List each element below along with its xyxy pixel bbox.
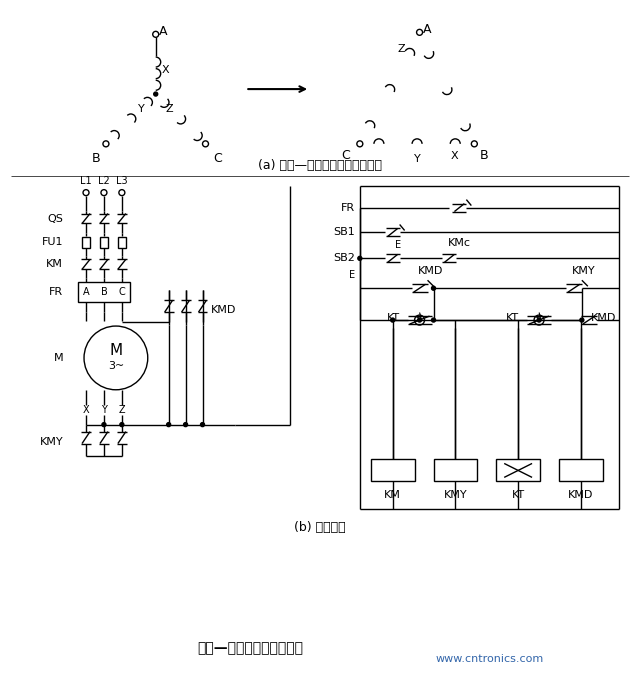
- Text: 3~: 3~: [108, 361, 124, 371]
- Text: Y: Y: [413, 154, 420, 164]
- Text: Z: Z: [166, 104, 173, 114]
- Text: (b) 控制线路: (b) 控制线路: [294, 520, 346, 534]
- Text: X: X: [451, 151, 458, 161]
- Text: FR: FR: [340, 202, 355, 213]
- Text: KT: KT: [506, 313, 519, 323]
- Circle shape: [431, 318, 435, 322]
- Text: KMY: KMY: [40, 437, 63, 447]
- Text: L2: L2: [98, 176, 110, 186]
- Circle shape: [417, 318, 422, 322]
- Bar: [100, 237, 108, 248]
- Text: KMD: KMD: [211, 305, 236, 315]
- Bar: [82, 237, 90, 248]
- Bar: [433, 460, 477, 481]
- Text: L3: L3: [116, 176, 127, 186]
- Text: E: E: [395, 240, 401, 250]
- Circle shape: [200, 423, 205, 427]
- Circle shape: [166, 423, 171, 427]
- Circle shape: [184, 423, 188, 427]
- Text: X: X: [162, 65, 170, 75]
- Text: KMY: KMY: [444, 490, 467, 500]
- Text: M: M: [54, 353, 63, 363]
- Text: B: B: [100, 287, 108, 297]
- Text: M: M: [109, 344, 122, 358]
- Text: A: A: [159, 25, 167, 38]
- Text: Y: Y: [138, 104, 145, 114]
- Text: KMD: KMD: [591, 313, 616, 323]
- Bar: [559, 460, 603, 481]
- Text: KM: KM: [384, 490, 401, 500]
- Text: Z: Z: [118, 405, 125, 414]
- Text: FR: FR: [49, 287, 63, 297]
- Text: E: E: [349, 270, 355, 280]
- Text: Z: Z: [398, 45, 406, 54]
- Text: (a) 星形—三角形转换绕组连接图: (a) 星形—三角形转换绕组连接图: [258, 159, 382, 172]
- Text: 星形—三角形启动控制线路: 星形—三角形启动控制线路: [197, 642, 303, 655]
- Text: KMc: KMc: [447, 238, 470, 248]
- Text: SB2: SB2: [333, 253, 355, 263]
- Circle shape: [431, 286, 435, 290]
- Text: C: C: [341, 148, 350, 162]
- Text: X: X: [83, 405, 90, 414]
- Circle shape: [580, 318, 584, 322]
- Bar: [496, 460, 540, 481]
- Text: C: C: [214, 152, 222, 165]
- Text: C: C: [118, 287, 125, 297]
- Circle shape: [102, 423, 106, 427]
- Text: QS: QS: [47, 213, 63, 223]
- Text: B: B: [479, 148, 488, 162]
- Text: KT: KT: [387, 313, 399, 323]
- Circle shape: [120, 423, 124, 427]
- Text: Y: Y: [101, 405, 107, 414]
- Text: KM: KM: [46, 259, 63, 269]
- Bar: [371, 460, 415, 481]
- Text: KMD: KMD: [568, 490, 593, 500]
- Text: KT: KT: [511, 490, 525, 500]
- Text: SB1: SB1: [333, 227, 355, 238]
- Bar: [78, 282, 130, 302]
- Circle shape: [537, 318, 541, 322]
- Text: L1: L1: [80, 176, 92, 186]
- Text: KMD: KMD: [417, 266, 443, 276]
- Text: A: A: [83, 287, 90, 297]
- Text: A: A: [422, 23, 431, 36]
- Circle shape: [154, 92, 157, 96]
- Text: FU1: FU1: [42, 238, 63, 248]
- Bar: [118, 237, 126, 248]
- Circle shape: [358, 256, 362, 261]
- Circle shape: [390, 318, 395, 322]
- Text: www.cntronics.com: www.cntronics.com: [435, 653, 543, 664]
- Text: B: B: [92, 152, 100, 165]
- Text: KMY: KMY: [572, 266, 596, 276]
